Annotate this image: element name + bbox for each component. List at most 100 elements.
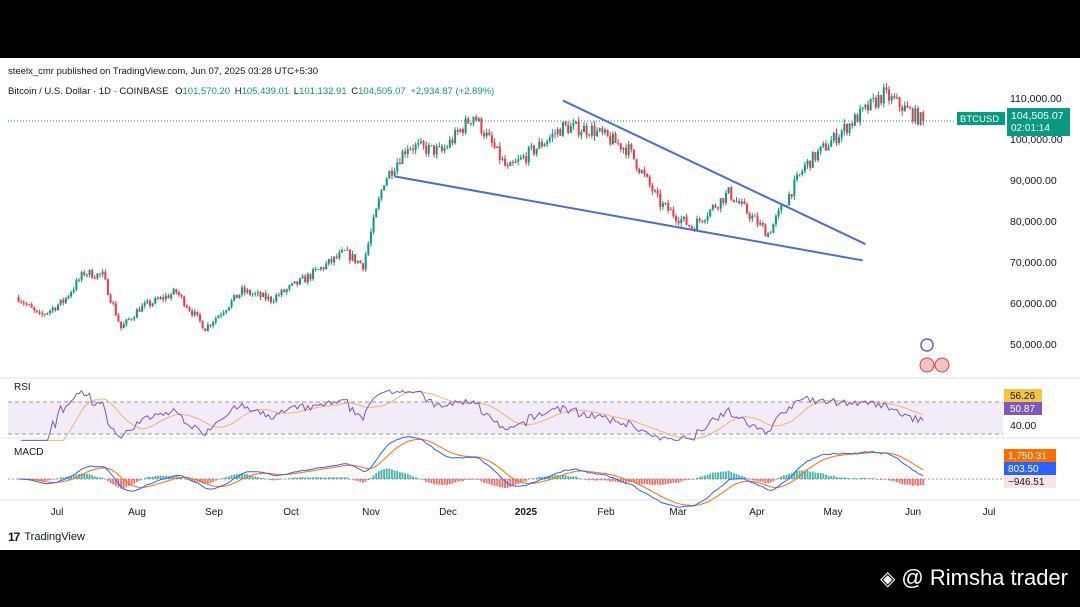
candle <box>585 122 588 139</box>
candle <box>35 309 38 314</box>
candle-body <box>548 137 551 142</box>
candle-body <box>385 178 388 186</box>
macd-hist-bar <box>367 479 370 481</box>
candle <box>790 194 793 200</box>
macd-hist-bar <box>838 477 841 479</box>
candle <box>188 305 191 312</box>
candle-body <box>485 132 488 137</box>
candle-body <box>183 296 186 306</box>
macd-hist-bar <box>704 475 706 479</box>
rsi-label: RSI <box>14 382 31 393</box>
candle <box>325 260 328 270</box>
published-line: steelx_cmr published on TradingView.com,… <box>8 66 319 77</box>
macd-hist-bar <box>659 479 662 486</box>
macd-hist-bar <box>669 479 672 484</box>
candle-body <box>764 225 767 237</box>
candle <box>435 143 438 159</box>
macd-hist-bar <box>559 475 562 479</box>
candle-body <box>796 174 799 180</box>
candle-body <box>901 107 904 112</box>
candle <box>438 142 441 148</box>
macd-hist-bar <box>572 476 575 479</box>
tradingview-logo[interactable]: 17 TradingView <box>8 530 85 544</box>
macd-hist-bar <box>217 479 220 480</box>
candle <box>504 155 507 167</box>
macd-hist-bar <box>83 473 86 479</box>
candle-body <box>490 135 493 143</box>
macd-hist-bar <box>49 479 52 481</box>
macd-hist-bar <box>427 479 430 483</box>
y-tick-label: 100,000.00 <box>1010 134 1063 146</box>
event-flag-icon <box>934 357 950 373</box>
candle <box>327 258 330 266</box>
candle-body <box>895 97 898 99</box>
candle-body <box>348 249 351 261</box>
macd-hist-bar <box>606 479 609 481</box>
candle-body <box>256 292 259 294</box>
candle-body <box>67 296 70 298</box>
candle-body <box>283 289 286 293</box>
macd-hist-bar <box>590 479 593 480</box>
candle <box>272 298 275 305</box>
candle-body <box>659 193 662 208</box>
macd-hist-bar <box>107 479 109 481</box>
candle <box>840 129 843 143</box>
candle-body <box>735 200 738 202</box>
macd-hist-bar <box>654 479 656 485</box>
macd-hist-bar <box>709 473 712 479</box>
candle-body <box>398 162 401 164</box>
macd-hist-bar <box>388 468 391 479</box>
candle-body <box>106 279 109 296</box>
candle-body <box>330 259 333 263</box>
candle <box>99 273 102 278</box>
candle <box>672 206 675 219</box>
macd-hist-bar <box>922 479 925 486</box>
symbol-name: Bitcoin / U.S. Dollar · 1D · COINBASE <box>8 86 169 97</box>
candle <box>172 287 175 295</box>
x-tick-label: Nov <box>362 507 380 518</box>
x-tick-label: Apr <box>749 507 765 518</box>
candle-body <box>911 108 914 122</box>
macd-hist-bar <box>564 475 567 479</box>
candle <box>101 268 104 278</box>
candle <box>298 277 301 286</box>
candle <box>277 292 280 297</box>
candle-body <box>233 294 236 301</box>
macd-hist-bar <box>919 479 922 486</box>
macd-hist-bar <box>901 479 904 485</box>
candle-body <box>154 298 157 304</box>
macd-hist-bar <box>853 478 856 479</box>
macd-hist-bar <box>341 477 343 479</box>
macd-hist-bar <box>562 475 564 479</box>
macd-hist-bar <box>911 479 914 486</box>
macd-hist-bar <box>480 479 483 482</box>
candle <box>780 204 783 214</box>
macd-hist-bar <box>701 476 704 479</box>
candle <box>761 221 764 228</box>
macd-hist-bar <box>725 471 727 479</box>
macd-hist-bar <box>719 471 722 479</box>
candle <box>167 293 170 299</box>
macd-hist-bar <box>856 478 859 480</box>
candle <box>362 263 365 272</box>
candle <box>540 138 543 149</box>
candle <box>135 308 138 318</box>
candle <box>611 131 614 145</box>
candle <box>903 101 906 112</box>
candle-body <box>682 216 685 219</box>
macd-hist-bar <box>777 477 780 479</box>
candle <box>183 295 186 308</box>
macd-hist-bar <box>441 479 443 486</box>
candle-body <box>701 220 704 222</box>
candle-body <box>635 159 638 169</box>
candle <box>793 175 796 200</box>
macd-hist-bar <box>548 475 551 479</box>
candle <box>78 278 81 283</box>
macd-hist-bar <box>359 479 362 482</box>
macd-hist-bar <box>456 479 459 482</box>
candle-body <box>667 203 670 211</box>
macd-hist-bar <box>380 469 383 479</box>
macd-hist-bar <box>827 475 830 479</box>
candle-body <box>438 146 441 148</box>
